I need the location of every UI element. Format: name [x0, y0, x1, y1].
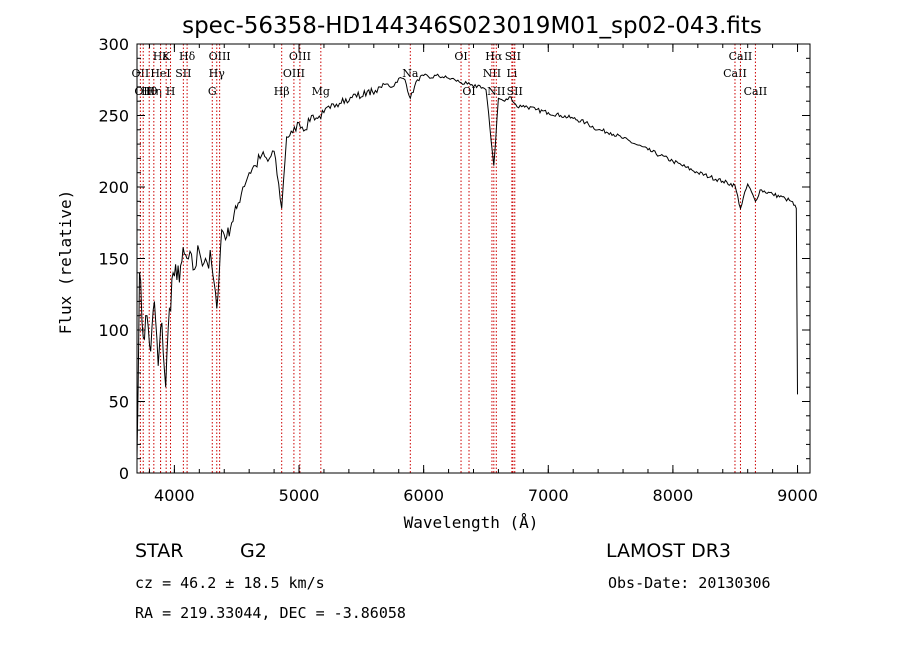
chart-title: spec-56358-HD144346S023019M01_sp02-043.f… [182, 13, 762, 39]
y-tick-label: 0 [119, 464, 129, 483]
line-label: Hθ [141, 85, 158, 98]
y-axis-label: Flux (relative) [56, 190, 75, 335]
line-label: CaII [723, 67, 747, 80]
line-label: OII [132, 67, 150, 80]
line-label: Li [506, 67, 517, 80]
line-label: Mg [312, 85, 330, 98]
y-tick-label: 50 [109, 393, 129, 412]
y-tick-label: 300 [98, 35, 129, 54]
line-label: NII [487, 85, 505, 98]
line-label: SII [505, 50, 521, 63]
line-label: SII [507, 85, 523, 98]
x-tick-label: 5000 [279, 486, 320, 505]
line-label: SII [175, 67, 191, 80]
line-label: NII [483, 67, 501, 80]
line-label: Hγ [209, 67, 226, 80]
line-label: OI [454, 50, 467, 63]
line-label: Hβ [274, 85, 290, 98]
y-tick-label: 250 [98, 107, 129, 126]
plot-frame [136, 43, 811, 474]
line-label: OIII [289, 50, 311, 63]
x-tick-label: 8000 [653, 486, 694, 505]
line-label: CaII [729, 50, 753, 63]
redshift-cz: cz = 46.2 ± 18.5 km/s [135, 574, 325, 592]
line-label: Na [402, 67, 419, 80]
x-axis: 4000 5000 6000 7000 8000 9000 [148, 44, 818, 505]
spectral-line-markers: OIIOIIHθHηHεHeIKHSIIHδGHγOIIIHβOIIIOIIIM… [132, 44, 768, 473]
line-label: OI [462, 85, 475, 98]
line-label: CaII [744, 85, 768, 98]
line-label: OIII [283, 67, 305, 80]
line-label: Hη [146, 85, 162, 98]
object-type: STAR [135, 540, 184, 562]
spectrum-trace [136, 73, 798, 459]
plot-area [136, 73, 798, 459]
x-tick-label: 7000 [528, 486, 569, 505]
obs-date: Obs-Date: 20130306 [608, 574, 771, 592]
line-label: H [166, 85, 176, 98]
y-tick-label: 150 [98, 250, 129, 269]
line-label: HeI [150, 67, 170, 80]
coordinates: RA = 219.33044, DEC = -3.86058 [135, 604, 406, 622]
y-tick-label: 100 [98, 321, 129, 340]
x-tick-label: 4000 [154, 486, 195, 505]
line-label: G [208, 85, 217, 98]
y-tick-label: 200 [98, 178, 129, 197]
x-tick-label: 6000 [403, 486, 444, 505]
line-label: K [162, 50, 171, 63]
x-tick-label: 9000 [777, 486, 818, 505]
line-label: OIII [209, 50, 231, 63]
line-label: Hα [485, 50, 503, 63]
line-label: Hε [153, 50, 169, 63]
survey-name: LAMOST DR3 [606, 540, 731, 562]
x-axis-label: Wavelength (Å) [404, 513, 539, 532]
spectral-class: G2 [240, 540, 267, 562]
line-label: OII [134, 85, 152, 98]
line-label: Hδ [179, 50, 196, 63]
y-axis: 0 50 100 150 200 250 300 [98, 35, 810, 483]
